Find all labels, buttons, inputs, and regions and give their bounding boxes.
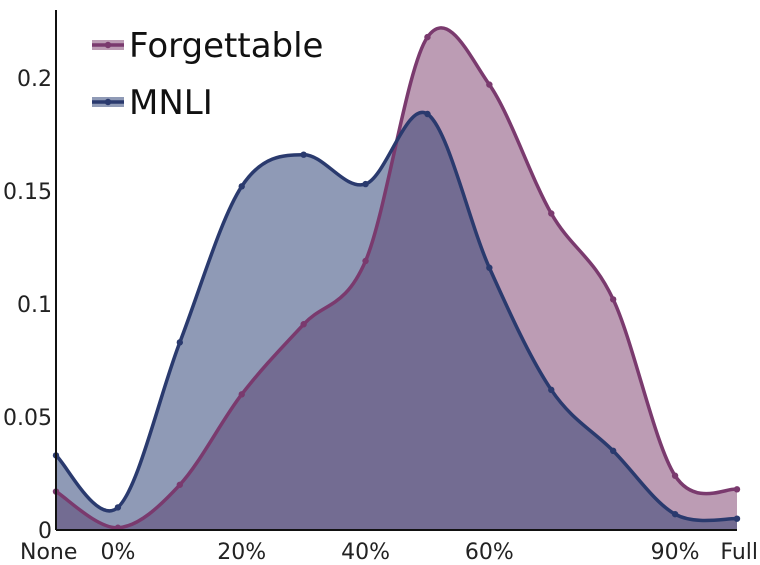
point-forgettable-9 — [609, 296, 617, 303]
point-forgettable-11 — [733, 486, 741, 493]
y-tick-label: 0.15 — [3, 180, 52, 205]
point-mnli-5 — [362, 180, 369, 188]
legend-item-mnli: MNLI — [92, 83, 213, 123]
x-tick-label: 20% — [217, 540, 266, 565]
x-tick-label: None — [20, 540, 77, 565]
point-mnli-11 — [733, 515, 741, 522]
point-layer — [52, 33, 741, 531]
point-mnli-10 — [671, 510, 679, 518]
legend-marker-mnli — [104, 98, 112, 106]
legend-label-mnli: MNLI — [129, 83, 213, 123]
axes: 0 0.05 0.1 0.15 0.2 None 0% 20% 40% 60% 90% Full — [3, 10, 758, 565]
point-mnli-8 — [548, 386, 555, 394]
point-forgettable-4 — [300, 321, 307, 328]
point-mnli-1 — [114, 504, 122, 511]
point-mnli-2 — [176, 339, 184, 346]
point-forgettable-2 — [176, 481, 184, 488]
x-tick-label: 0% — [100, 540, 135, 565]
point-mnli-4 — [300, 151, 307, 158]
point-mnli-9 — [609, 447, 617, 455]
x-tick-label: 90% — [651, 540, 700, 565]
point-forgettable-7 — [486, 81, 493, 88]
point-forgettable-5 — [362, 257, 369, 265]
point-forgettable-10 — [671, 472, 679, 479]
y-tick-label: 0 — [38, 519, 52, 544]
y-tick-label: 0.2 — [17, 67, 52, 92]
point-mnli-6 — [424, 110, 431, 118]
legend-item-forgettable: Forgettable — [92, 26, 323, 66]
legend-marker-forgettable — [104, 41, 112, 49]
legend: Forgettable MNLI — [92, 26, 323, 123]
point-forgettable-8 — [548, 210, 555, 217]
point-mnli-3 — [238, 183, 245, 190]
y-tick-label: 0.05 — [3, 406, 52, 431]
legend-label-forgettable: Forgettable — [129, 26, 323, 66]
x-tick-label: 60% — [465, 540, 514, 565]
point-forgettable-6 — [424, 33, 431, 41]
y-tick-label: 0.1 — [17, 293, 52, 318]
line-forgettable — [56, 26, 738, 530]
point-mnli-7 — [486, 264, 493, 271]
point-forgettable-3 — [238, 391, 245, 398]
x-tick-label: Full — [720, 540, 758, 565]
x-tick-label: 40% — [341, 540, 390, 565]
